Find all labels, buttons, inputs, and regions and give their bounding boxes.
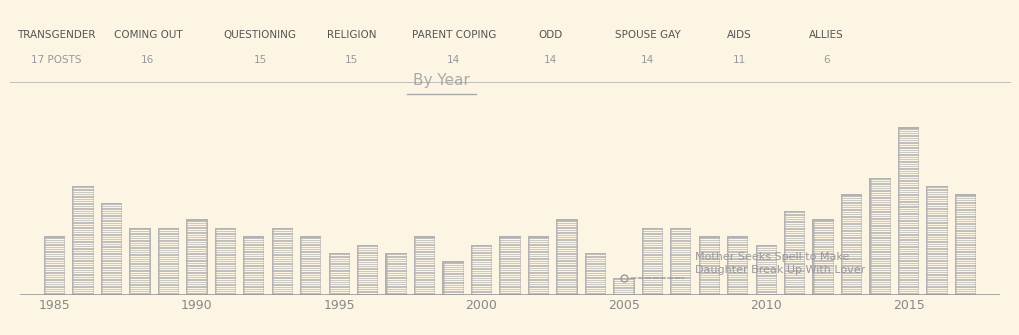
Text: ALLIES: ALLIES <box>808 30 843 40</box>
Bar <box>584 253 605 295</box>
Bar <box>44 236 65 295</box>
Bar <box>243 236 264 295</box>
Bar <box>954 194 975 295</box>
Bar <box>328 253 350 295</box>
Bar <box>612 278 634 295</box>
Text: QUESTIONING: QUESTIONING <box>223 30 297 40</box>
Bar <box>555 219 577 295</box>
Text: RELIGION: RELIGION <box>327 30 376 40</box>
Bar <box>868 178 890 295</box>
Text: 15: 15 <box>345 55 358 65</box>
Bar <box>925 186 947 295</box>
Bar <box>385 253 407 295</box>
Bar <box>158 228 179 295</box>
Text: PARENT COPING: PARENT COPING <box>412 30 495 40</box>
Bar <box>784 211 805 295</box>
Bar <box>755 245 776 295</box>
Bar <box>442 261 464 295</box>
Text: 11: 11 <box>733 55 745 65</box>
Text: 14: 14 <box>641 55 653 65</box>
Text: 14: 14 <box>447 55 460 65</box>
Text: 16: 16 <box>142 55 154 65</box>
Bar <box>471 245 492 295</box>
Bar <box>669 228 691 295</box>
Bar <box>812 219 833 295</box>
Bar <box>357 245 378 295</box>
Bar <box>214 228 235 295</box>
Bar <box>897 127 918 295</box>
Text: By Year: By Year <box>413 73 470 88</box>
Bar <box>186 219 207 295</box>
Text: SPOUSE GAY: SPOUSE GAY <box>614 30 680 40</box>
Bar <box>727 236 748 295</box>
Text: Mother Seeks Spell to Make
Daughter Break Up With Lover: Mother Seeks Spell to Make Daughter Brea… <box>694 252 864 275</box>
Text: 14: 14 <box>544 55 556 65</box>
Bar <box>101 203 122 295</box>
Bar <box>414 236 435 295</box>
Bar <box>698 236 719 295</box>
Bar <box>300 236 321 295</box>
Text: COMING OUT: COMING OUT <box>113 30 182 40</box>
Text: 6: 6 <box>822 55 828 65</box>
Bar <box>72 186 94 295</box>
Bar <box>129 228 151 295</box>
Text: ODD: ODD <box>538 30 562 40</box>
Bar <box>271 228 292 295</box>
Bar <box>527 236 548 295</box>
Text: 17 POSTS: 17 POSTS <box>31 55 82 65</box>
Text: AIDS: AIDS <box>727 30 751 40</box>
Bar <box>499 236 520 295</box>
Text: TRANSGENDER: TRANSGENDER <box>17 30 95 40</box>
Text: 15: 15 <box>254 55 266 65</box>
Bar <box>641 228 662 295</box>
Bar <box>840 194 861 295</box>
